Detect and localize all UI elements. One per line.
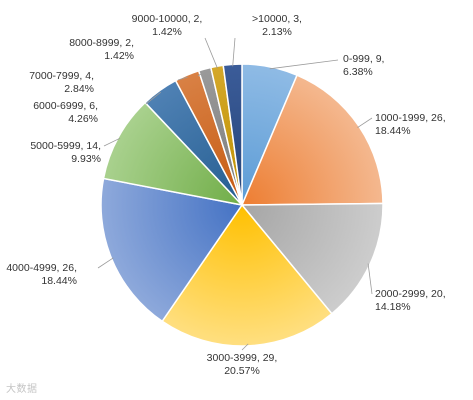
slices-layer bbox=[100, 63, 384, 347]
leader-line bbox=[145, 91, 162, 105]
watermark-text: 大数据 bbox=[6, 384, 38, 395]
data-label: 3000-3999, 29, 20.57% bbox=[207, 352, 278, 377]
leader-line bbox=[241, 343, 249, 351]
data-labels: 0-999, 9, 6.38% 1000-1999, 26, 18.44% 2000-2… bbox=[6, 13, 445, 377]
leader-line bbox=[232, 37, 236, 67]
data-label: 8000-8999, 2, 1.42% bbox=[69, 37, 134, 62]
data-label: 4000-4999, 26, 18.44% bbox=[6, 262, 77, 287]
data-label: 9000-10000, 2, 1.42% bbox=[132, 13, 203, 38]
leader-line bbox=[367, 263, 373, 295]
leader-line bbox=[204, 37, 218, 69]
leader-line bbox=[269, 59, 339, 70]
leader-line bbox=[357, 117, 373, 128]
data-label: >10000, 3, 2.13% bbox=[252, 13, 302, 38]
data-label: 1000-1999, 26, 18.44% bbox=[375, 112, 446, 137]
leader-line bbox=[97, 257, 114, 269]
data-label: 0-999, 9, 6.38% bbox=[343, 53, 384, 78]
data-label: 6000-6999, 6, 4.26% bbox=[33, 100, 98, 125]
pie-slice-3000-3999 bbox=[161, 203, 333, 347]
data-label: 5000-5999, 14, 9.93% bbox=[30, 140, 101, 165]
data-label: 7000-7999, 4, 2.84% bbox=[29, 70, 94, 95]
pie-slice-2000-2999 bbox=[240, 202, 384, 315]
leader-line bbox=[177, 76, 188, 81]
leader-line bbox=[197, 70, 206, 77]
pie-slice-5000-5999 bbox=[102, 101, 245, 207]
leader-lines bbox=[97, 37, 373, 351]
data-label: 2000-2999, 20, 14.18% bbox=[375, 288, 446, 313]
leader-line bbox=[103, 137, 121, 147]
